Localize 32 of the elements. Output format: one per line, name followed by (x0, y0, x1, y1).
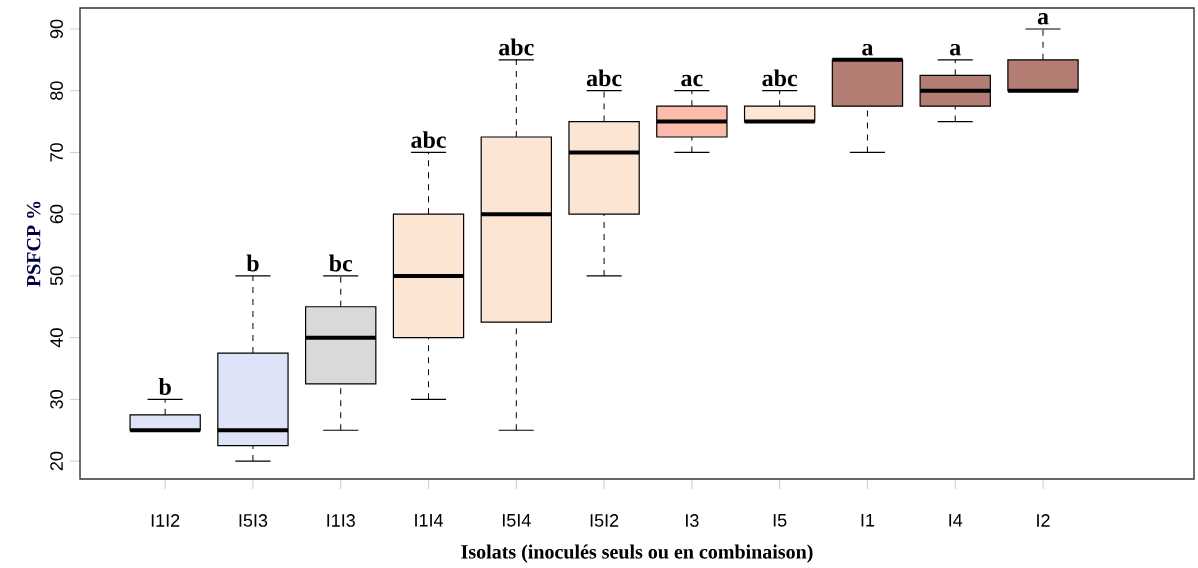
x-tick-label: I5I2 (590, 514, 619, 527)
y-tick-label: 50 (50, 266, 63, 286)
annotation: ac (681, 74, 703, 87)
x-tick-label: I1I4 (415, 514, 443, 527)
x-axis-title: Isolats (inoculés seuls ou en combinaison) (461, 544, 813, 563)
annotation: abc (762, 69, 798, 87)
annotation: a (950, 43, 961, 56)
annotation: abc (586, 69, 622, 87)
y-axis-title: PSFCP % (26, 201, 41, 287)
y-tick-label: 30 (50, 390, 63, 409)
x-tick-label: I5I4 (502, 514, 531, 527)
y-tick-label: 60 (50, 204, 63, 224)
x-tick-label: I2 (1037, 514, 1050, 527)
x-tick-label: I1I3 (327, 514, 355, 527)
annotation: abc (499, 38, 534, 56)
annotation: bc (329, 254, 353, 272)
annotation: a (862, 43, 874, 56)
x-tick-label: I5I3 (239, 514, 268, 527)
x-tick-label: I5 (773, 514, 787, 527)
y-tick-label: 40 (50, 328, 63, 348)
x-tick-label: I1I2 (151, 514, 180, 527)
y-tick-label: 90 (50, 19, 63, 39)
annotation: a (1037, 13, 1049, 25)
x-tick-label: I1 (861, 514, 875, 527)
annotation: b (246, 254, 259, 272)
x-tick-label: I4 (949, 514, 963, 527)
x-tick-label: I3 (686, 514, 699, 527)
y-tick-label: 20 (50, 451, 63, 471)
y-tick-label: 70 (50, 143, 63, 162)
annotation: abc (411, 131, 446, 149)
annotation: b (158, 378, 171, 395)
y-tick-label: 80 (50, 81, 63, 100)
